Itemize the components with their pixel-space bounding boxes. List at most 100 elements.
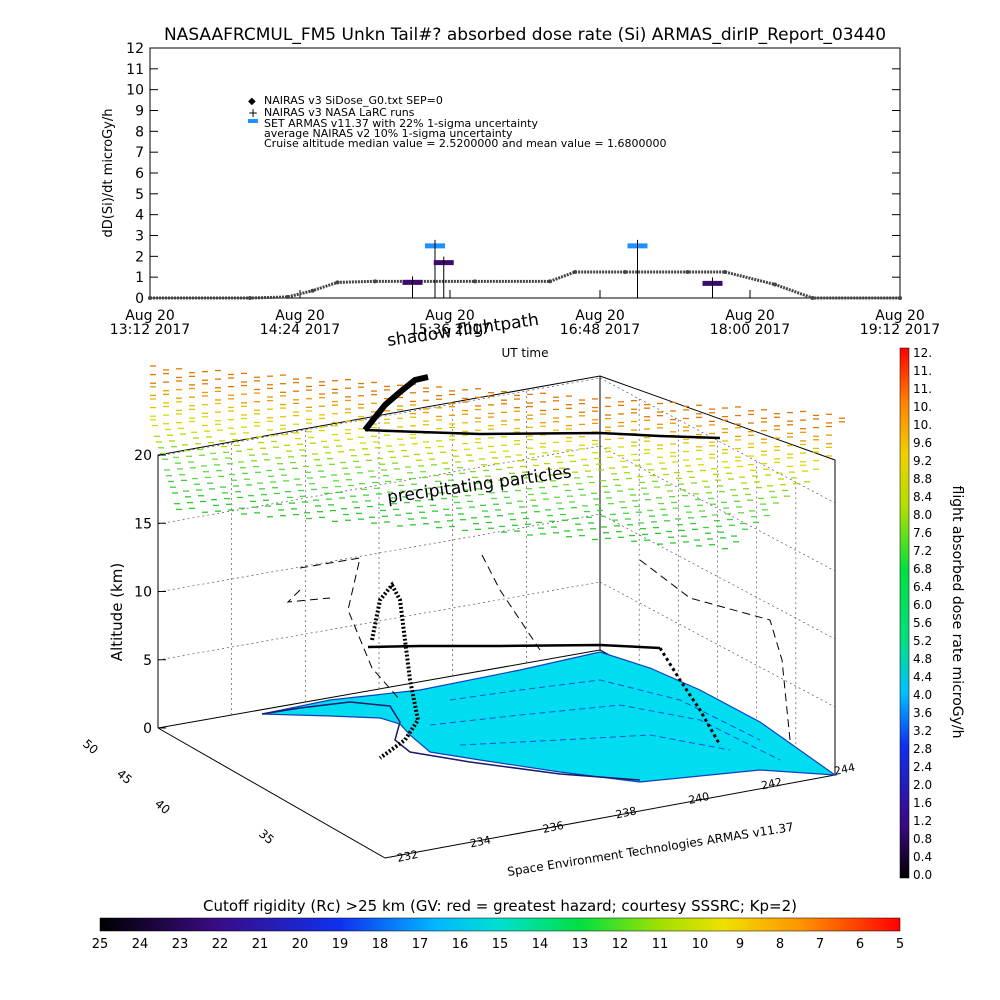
- dose-tick-label: 12.: [913, 346, 932, 360]
- dose-tick-label: 4.8: [913, 652, 932, 666]
- dose-tick-label: 10.: [913, 418, 932, 432]
- rigidity-tick-label: 10: [692, 937, 709, 952]
- rigidity-tick-label: 12: [612, 937, 629, 952]
- rigidity-tick-label: 5: [896, 937, 904, 952]
- dose-tick-label: 8.8: [913, 472, 932, 486]
- rigidity-colorbar-title: Cutoff rigidity (Rc) >25 km (GV: red = g…: [203, 897, 797, 915]
- x-tick-label-date: Aug 20: [875, 308, 925, 324]
- altitude-gridline: [599, 377, 836, 504]
- flightpath-climb: [362, 374, 429, 432]
- dose-tick-label: 1.2: [913, 814, 932, 828]
- box-frame: [157, 375, 836, 859]
- dose-tick-label: 8.4: [913, 490, 932, 504]
- dose-tick-label: 0.4: [913, 850, 932, 864]
- latitude-tick-label: 50: [80, 737, 101, 758]
- y-tick-label: 9: [135, 104, 144, 120]
- dose-tick-label: 9.2: [913, 454, 932, 468]
- nairas-sidose-point: [685, 269, 690, 274]
- box-gridlines: [157, 377, 836, 755]
- flightpath: [362, 374, 722, 760]
- x-tick-label-time: 15:36 2017: [410, 322, 490, 338]
- nairas-sidose-point: [248, 296, 252, 300]
- dose-tick-label: 0.0: [913, 868, 932, 882]
- dose-tick-label: 4.4: [913, 670, 932, 684]
- nairas-sidose-point: [285, 294, 290, 299]
- nairas-sidose-point: [573, 269, 577, 274]
- rigidity-tick-label: 8: [776, 937, 784, 952]
- y-tick-label: 7: [135, 145, 144, 161]
- rigidity-tick-label: 13: [572, 937, 589, 952]
- nairas-sidose-point: [810, 296, 815, 300]
- figure-title: NASAAFRCMUL_FM5 Unkn Tail#? absorbed dos…: [164, 25, 886, 45]
- rigidity-tick-label: 17: [412, 937, 429, 952]
- nairas-sidose-point: [723, 269, 727, 274]
- rigidity-tick-label: 18: [372, 937, 389, 952]
- dose-tick-label: 1.6: [913, 796, 932, 810]
- y-tick-label: 10: [126, 83, 144, 99]
- longitude-tick-label: 232: [396, 848, 419, 865]
- altitude-tick-label: 10: [134, 585, 152, 601]
- rigidity-tick-label: 25: [92, 937, 109, 952]
- flightpath-mid-cruise: [367, 643, 661, 650]
- rigidity-tick-label: 21: [252, 937, 269, 952]
- y-tick-label: 12: [126, 41, 144, 57]
- timeseries-ylabel: dD(Si)/dt microGy/h: [101, 109, 116, 238]
- nairas-sidose-point: [310, 288, 315, 293]
- timeseries-legend: ◆ NAIRAS v3 SiDose_G0.txt SEP=0 + NAIRAS…: [248, 94, 667, 150]
- dose-tick-label: 2.4: [913, 760, 932, 774]
- rigidity-tick-label: 20: [292, 937, 309, 952]
- latitude-ticks: 35 40 45 50: [80, 737, 277, 848]
- longitude-tick-label: 244: [833, 761, 856, 778]
- y-tick-label: 6: [135, 166, 144, 182]
- nairas-sidose-point: [335, 280, 340, 285]
- altitude-gridline: [599, 445, 836, 572]
- legend-symbol-armas: [248, 119, 258, 123]
- dose-colorbar-label: flight absorbed dose rate microGy/h: [949, 486, 965, 739]
- latitude-tick-label: 40: [152, 797, 173, 818]
- coastline-shadow: [261, 701, 641, 781]
- timeseries-series: [148, 239, 902, 300]
- dose-tick-label: 6.8: [913, 562, 932, 576]
- y-tick-label: 0: [135, 291, 144, 307]
- x-tick-label-time: 16:48 2017: [560, 322, 640, 338]
- y-tick-label: 3: [135, 229, 144, 245]
- x-tick-label-date: Aug 20: [425, 308, 475, 324]
- longitude-tick-label: 234: [469, 833, 492, 850]
- dose-tick-label: 8.0: [913, 508, 932, 522]
- dose-tick-label: 9.6: [913, 436, 932, 450]
- x-tick-label-date: Aug 20: [275, 308, 325, 324]
- dose-tick-label: 4.0: [913, 688, 932, 702]
- legend-symbol-plus: +: [248, 106, 258, 120]
- dose-tick-label: 2.8: [913, 742, 932, 756]
- rigidity-colorbar-ticks: 25 24 23 22 21 20 19 18 17 16 15 14 13 12 11 10 9 8 7 6 5: [92, 937, 904, 952]
- altitude-axis-label: Altitude (km): [108, 563, 126, 661]
- x-tick-label-date: Aug 20: [725, 308, 775, 324]
- rigidity-tick-label: 6: [856, 937, 864, 952]
- ocean-contours: [429, 679, 781, 761]
- dose-tick-label: 10.: [913, 400, 932, 414]
- rigidity-colorbar: Cutoff rigidity (Rc) >25 km (GV: red = g…: [92, 897, 904, 952]
- nairas-sidose-point: [373, 279, 377, 284]
- altitude-tick-label: 0: [143, 721, 152, 737]
- dose-tick-label: 2.0: [913, 778, 932, 792]
- x-tick-label-time: 13:12 2017: [110, 322, 190, 338]
- ground-track-dashed: [286, 554, 791, 741]
- altitude-ticks: 0 5 10 15 20: [134, 448, 166, 737]
- latitude-tick-label: 45: [114, 767, 135, 788]
- y-tick-label: 11: [126, 62, 144, 78]
- latitude-tick-label: 35: [256, 827, 277, 848]
- dose-tick-label: 3.2: [913, 724, 932, 738]
- dose-tick-label: 5.2: [913, 634, 932, 648]
- timeseries-frame: [149, 47, 901, 299]
- flightpath-ascent-column: [370, 581, 421, 760]
- rigidity-tick-label: 11: [652, 937, 669, 952]
- rigidity-tick-label: 7: [816, 937, 824, 952]
- flightpath-descent: [658, 647, 722, 746]
- altitude-tick-label: 5: [143, 653, 152, 669]
- dose-colorbar-gradient: [899, 347, 910, 879]
- dose-tick-label: 11.: [913, 364, 932, 378]
- flight-3d-panel: precipitating particles Altitude (km) 0 5…: [80, 365, 856, 879]
